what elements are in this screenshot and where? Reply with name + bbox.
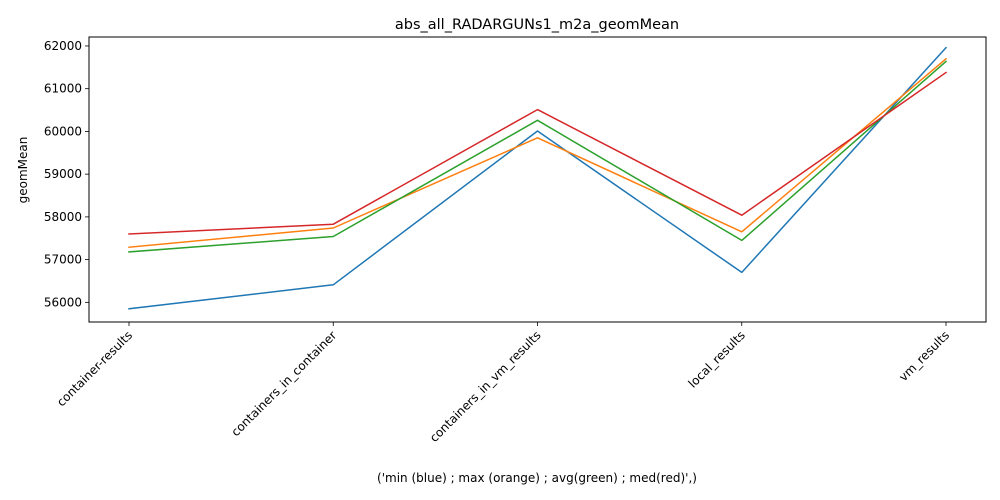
series-line-3 xyxy=(128,60,948,253)
y-tick-label: 62000 xyxy=(44,39,82,53)
chart-title: abs_all_RADARGUNs1_m2a_geomMean xyxy=(395,17,679,33)
series-line-4 xyxy=(128,71,948,235)
y-tick-label: 60000 xyxy=(44,124,82,138)
y-tick-label: 59000 xyxy=(44,167,82,181)
series-layer xyxy=(128,46,948,310)
series-line-1 xyxy=(128,46,948,310)
series-line-2 xyxy=(128,57,948,249)
y-axis-label: geomMean xyxy=(16,137,30,204)
y-tick-label: 57000 xyxy=(44,253,82,267)
y-tick-label: 56000 xyxy=(44,295,82,309)
y-tick-label: 61000 xyxy=(44,82,82,96)
y-tick-label: 58000 xyxy=(44,210,82,224)
x-axis-label: ('min (blue) ; max (orange) ; avg(green)… xyxy=(377,471,697,485)
